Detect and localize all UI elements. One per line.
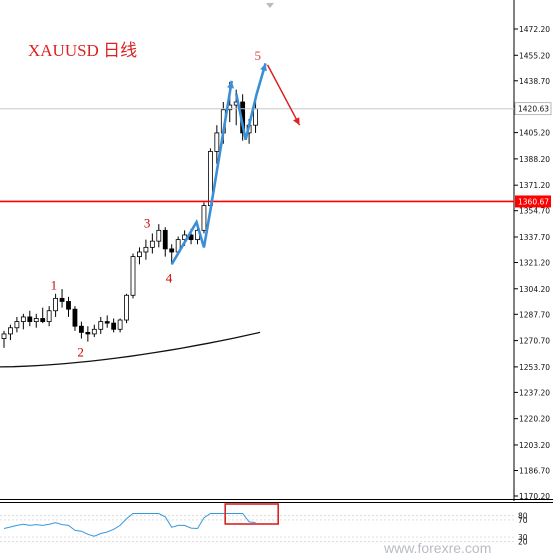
moving-average [0,331,261,368]
indicator-level-label-0: 80 [518,512,528,521]
y-tick-label-5: 1388.20 [519,155,550,164]
y-tick-label-1: 1455.20 [519,51,550,60]
candle-body-2 [14,321,20,329]
candle-body-17 [111,322,117,330]
wave-path-3-4 [170,80,234,266]
wave-label-1: 1 [51,278,58,293]
candle-body-11 [72,308,78,327]
candle-body-19 [124,294,129,321]
candle-body-21 [137,251,142,258]
candle-body-25 [162,229,168,250]
indicator-level-label-2: 30 [518,533,528,542]
candle-body-22 [143,246,149,253]
moving-average-line [0,331,261,368]
candle-body-31 [201,205,207,231]
wave-label-4: 4 [166,270,173,285]
price-lines: 1420.63 1360.67 [0,102,552,208]
candle-body-10 [66,301,71,310]
y-tick-label-14: 1237.20 [519,388,550,397]
y-axis: 1472.201455.201438.701422.201405.201388.… [514,25,550,501]
candle-body-4 [27,316,33,322]
candle-body-18 [117,319,123,330]
y-tick-label-6: 1371.20 [519,181,550,190]
y-tick-label-15: 1220.20 [519,415,550,424]
wave-arrowhead-1 [227,80,235,89]
y-tick-label-18: 1170.20 [519,492,550,501]
candle-body-9 [59,297,65,302]
y-tick-label-16: 1203.20 [519,441,550,450]
candle-body-33 [214,132,220,152]
wave-label-2: 2 [77,345,84,360]
chart-shift-marker[interactable] [266,3,274,8]
candle-body-26 [169,248,175,253]
forecast-arrow-line [266,64,301,126]
wave-labels: 1 2 3 4 5 [51,48,261,359]
wave-arrows [170,62,301,266]
forecast-arrowhead [293,117,300,126]
candle-body-24 [156,229,162,242]
current-price-box [514,102,552,116]
y-tick-label-13: 1253.70 [519,363,550,372]
candle-body-5 [33,318,39,322]
candle-body-12 [79,325,84,333]
oscillator-line [3,513,256,537]
candle-body-23 [149,240,155,248]
candles [1,81,258,348]
candle-body-15 [98,321,104,330]
current-price-label: 1420.63 [518,105,549,114]
indicator-level-label-3: 20 [518,537,528,546]
candle-body-0 [1,333,7,339]
candle-body-16 [104,321,110,324]
y-tick-label-10: 1304.20 [519,285,550,294]
y-tick-label-17: 1186.70 [519,466,550,475]
candle-body-6 [40,318,46,322]
candle-body-1 [8,327,13,335]
wave-path-5 [234,62,267,140]
y-tick-label-0: 1472.20 [519,25,550,34]
y-tick-label-8: 1337.70 [519,233,550,242]
indicator-level-label-1: 70 [518,516,528,525]
y-tick-label-11: 1287.70 [519,310,550,319]
candle-body-13 [85,331,91,335]
candle-body-7 [46,310,52,322]
wave-arrowhead-2 [260,63,267,72]
resistance-price-label: 1360.67 [518,197,549,206]
candle-body-20 [130,256,136,296]
candle-body-8 [53,297,58,312]
watermark: www.forexre.com [383,540,491,556]
y-tick-label-2: 1438.70 [519,77,550,86]
candle-body-3 [20,316,26,322]
y-tick-label-7: 1354.70 [519,207,550,216]
y-tick-label-9: 1321.20 [519,259,550,268]
wave-label-3: 3 [144,216,151,231]
candle-body-39 [253,108,258,126]
candle-body-14 [91,328,97,335]
indicator-highlight-box [224,503,279,525]
y-tick-label-12: 1270.70 [519,337,550,346]
chart-title: XAUUSD 日线 [28,41,137,60]
wave-label-5: 5 [255,48,261,63]
resistance-price-box [515,195,551,208]
y-tick-label-4: 1405.20 [519,129,550,138]
